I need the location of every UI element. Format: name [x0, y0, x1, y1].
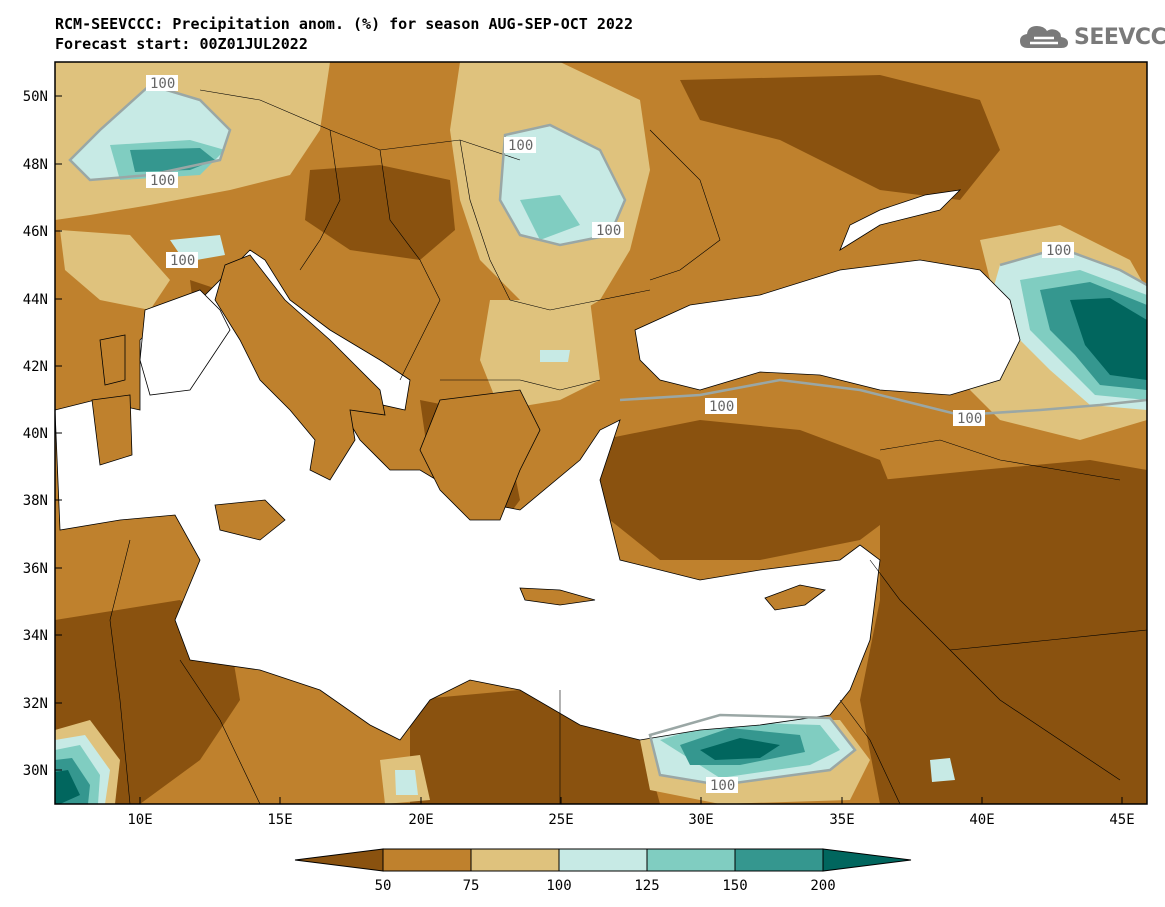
contour-label: 100 [953, 410, 985, 427]
latitude-axis: 50N 48N 46N 44N 42N 40N 38N 36N 34N 32N … [23, 89, 62, 779]
svg-text:32N: 32N [23, 696, 48, 712]
lon-label: 40E [969, 797, 995, 828]
contour-label: 100 [166, 252, 198, 269]
lat-label: 42N [23, 359, 62, 375]
lat-label: 46N [23, 224, 62, 240]
anomaly-map: 100 100 100 100 100 100 100 100 100 [55, 62, 1147, 804]
svg-text:48N: 48N [23, 157, 48, 173]
svg-text:25E: 25E [548, 812, 573, 828]
svg-text:100: 100 [170, 253, 195, 269]
svg-text:45E: 45E [1109, 812, 1134, 828]
lon-label: 20E [408, 797, 434, 828]
cloud-icon [1020, 26, 1068, 48]
lat-label: 32N [23, 696, 62, 712]
svg-text:100: 100 [508, 138, 533, 154]
colorbar-tick: 150 [722, 878, 747, 894]
svg-text:50N: 50N [23, 89, 48, 105]
svg-text:20E: 20E [408, 812, 433, 828]
colorbar-segment [294, 848, 384, 872]
logo-text: SEEVCCC [1074, 24, 1165, 50]
contour-label: 100 [706, 777, 738, 794]
colorbar-tick: 125 [634, 878, 659, 894]
lat-label: 36N [23, 561, 62, 577]
svg-text:15E: 15E [267, 812, 292, 828]
svg-text:100: 100 [709, 399, 734, 415]
lat-label: 40N [23, 426, 62, 442]
lat-label: 38N [23, 493, 62, 509]
colorbar-segment [382, 848, 472, 872]
colorbar-segment [734, 848, 824, 872]
colorbar-segment [646, 848, 736, 872]
wet-above-200-patches [55, 298, 1147, 804]
forecast-start: Forecast start: 00Z01JUL2022 [55, 35, 308, 53]
contour-label: 100 [146, 75, 178, 92]
colorbar-segment [558, 848, 648, 872]
lat-label: 50N [23, 89, 62, 105]
colorbar-segment [822, 848, 912, 872]
contour-label: 100 [146, 172, 178, 189]
svg-text:36N: 36N [23, 561, 48, 577]
colorbar-tick: 100 [546, 878, 571, 894]
svg-text:100: 100 [710, 778, 735, 794]
colorbar-tick: 75 [463, 878, 480, 894]
lon-label: 25E [548, 797, 574, 828]
svg-text:40N: 40N [23, 426, 48, 442]
peninsulas [214, 254, 541, 521]
contour-label: 100 [1042, 242, 1074, 259]
lon-label: 30E [688, 797, 714, 828]
lon-label: 10E [127, 797, 153, 828]
svg-text:100: 100 [596, 223, 621, 239]
svg-text:30E: 30E [688, 812, 713, 828]
colorbar-tick: 200 [810, 878, 835, 894]
svg-text:38N: 38N [23, 493, 48, 509]
svg-text:44N: 44N [23, 292, 48, 308]
colorbar-tick: 50 [375, 878, 392, 894]
lon-label: 35E [829, 797, 855, 828]
lon-label: 15E [267, 797, 293, 828]
svg-text:100: 100 [150, 173, 175, 189]
svg-text:100: 100 [150, 76, 175, 92]
country-borders [109, 89, 1147, 804]
svg-text:35E: 35E [829, 812, 854, 828]
svg-text:40E: 40E [969, 812, 994, 828]
svg-text:100: 100 [957, 411, 982, 427]
map-title: RCM-SEEVCCC: Precipitation anom. (%) for… [55, 15, 633, 33]
contour-label: 100 [705, 398, 737, 415]
contour-label: 100 [592, 222, 624, 239]
contour-label: 100 [504, 137, 536, 154]
seevccc-logo: SEEVCCC [1018, 22, 1165, 52]
svg-text:34N: 34N [23, 628, 48, 644]
lat-label: 44N [23, 292, 62, 308]
map-title-block: RCM-SEEVCCC: Precipitation anom. (%) for… [55, 14, 633, 54]
colorbar-ticks: 50 75 100 125 150 200 [375, 878, 836, 894]
islands [91, 334, 826, 611]
svg-text:10E: 10E [127, 812, 152, 828]
svg-text:42N: 42N [23, 359, 48, 375]
lat-label: 30N [23, 763, 62, 779]
lat-label: 34N [23, 628, 62, 644]
svg-text:30N: 30N [23, 763, 48, 779]
svg-text:46N: 46N [23, 224, 48, 240]
lon-label: 45E [1109, 797, 1135, 828]
lat-label: 48N [23, 157, 62, 173]
contour-labels: 100 100 100 100 100 100 100 100 100 [146, 75, 1074, 794]
colorbar-segment [470, 848, 560, 872]
colorbar [294, 848, 912, 872]
longitude-axis: 10E 15E 20E 25E 30E 35E 40E 45E [127, 797, 1135, 828]
svg-text:100: 100 [1046, 243, 1071, 259]
